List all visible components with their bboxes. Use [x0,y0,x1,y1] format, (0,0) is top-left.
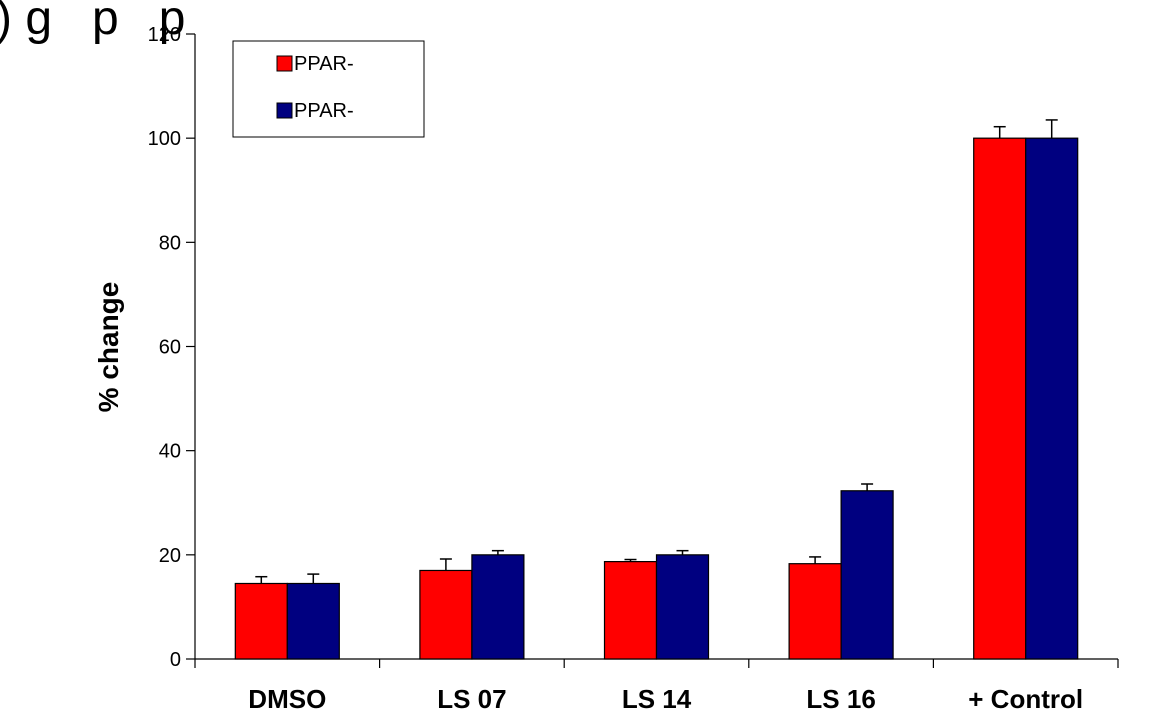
y-tick-label: 60 [159,337,181,359]
category-label: LS 07 [437,684,506,711]
legend-label-series-2: PPAR- [294,100,354,122]
category-label: DMSO [248,684,326,711]
legend-label-series-1: PPAR- [294,53,354,75]
bar [419,569,473,660]
bar [973,137,1027,660]
legend-swatch-red [276,55,293,72]
bar [603,561,658,660]
error-bars [255,119,1058,584]
y-tick-label: 40 [159,441,181,463]
y-axis-label: % change [93,282,124,413]
legend-swatch-blue [276,102,293,119]
legend-box [232,40,425,138]
bar [234,582,288,660]
bar [788,563,842,660]
category-label: + Control [968,684,1083,711]
bar [471,554,525,660]
bar [1025,137,1079,660]
category-label: LS 14 [622,684,692,711]
y-tick-label: 0 [170,649,181,671]
bars [234,137,1079,660]
category-label: LS 16 [806,684,875,711]
y-tick-label: 20 [159,545,181,567]
y-tick-label: 80 [159,232,181,254]
bar [655,554,710,660]
bar [840,490,894,660]
y-tick-label: 120 [148,24,181,46]
category-labels: DMSO LS 07 LS 14 LS 16 + Control [248,684,1083,711]
chart-title: ) g p p [0,0,185,45]
bar [286,582,340,660]
y-tick-label: 100 [148,128,181,150]
legend: PPAR- PPAR- [232,40,425,138]
